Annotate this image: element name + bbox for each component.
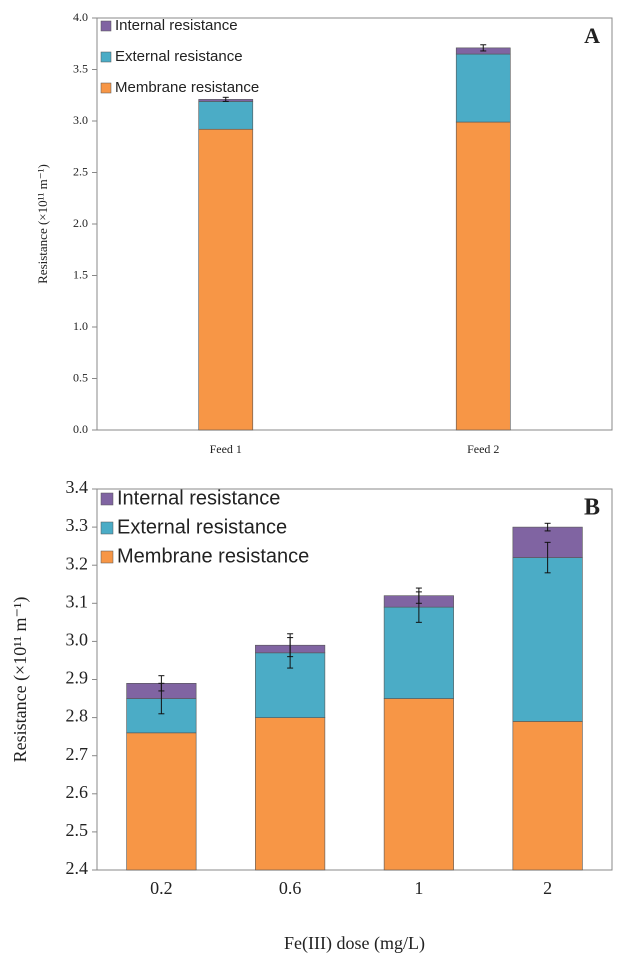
y-tick-label: 2.9 — [66, 668, 89, 688]
bar-segment — [512, 557, 583, 722]
bar-segment — [198, 128, 254, 431]
bar-segment — [255, 717, 326, 871]
y-tick-label: 3.2 — [66, 553, 89, 573]
legend-swatch — [100, 492, 114, 506]
y-axis-label: Resistance (×10¹¹ m⁻¹) — [35, 164, 50, 284]
panel-label: A — [584, 23, 600, 48]
y-tick-label: 3.4 — [66, 477, 89, 497]
panel-label: B — [584, 495, 600, 521]
y-tick-label: 2.6 — [66, 782, 89, 802]
x-tick-label: Feed 2 — [467, 442, 499, 456]
bar-segment — [455, 121, 511, 431]
legend-swatch — [100, 82, 112, 94]
y-tick-label: 1.0 — [73, 319, 88, 333]
x-tick-label: Feed 1 — [210, 442, 242, 456]
legend-label: Internal resistance — [117, 487, 280, 509]
legend-label: External resistance — [117, 516, 287, 538]
bar-segment — [512, 721, 583, 871]
legend-swatch — [100, 550, 114, 564]
y-tick-label: 0.5 — [73, 370, 88, 384]
x-tick-label: 0.6 — [279, 878, 302, 898]
y-tick-label: 2.4 — [66, 858, 89, 878]
x-tick-label: 0.2 — [150, 878, 173, 898]
legend-swatch — [100, 521, 114, 535]
legend-swatch — [100, 51, 112, 63]
bar-segment — [383, 698, 454, 871]
x-axis-label: Fe(III) dose (mg/L) — [284, 933, 425, 954]
y-tick-label: 2.5 — [66, 820, 89, 840]
y-tick-label: 4.0 — [73, 10, 88, 24]
legend-label: External resistance — [115, 48, 243, 65]
y-tick-label: 2.8 — [66, 706, 89, 726]
legend-swatch — [100, 20, 112, 32]
legend-label: Membrane resistance — [115, 79, 259, 96]
y-tick-label: 2.7 — [66, 744, 89, 764]
bar-segment — [126, 732, 197, 871]
y-tick-label: 1.5 — [73, 267, 88, 281]
legend-label: Membrane resistance — [117, 545, 309, 567]
y-tick-label: 3.0 — [66, 630, 89, 650]
y-tick-label: 2.5 — [73, 164, 88, 178]
y-tick-label: 3.5 — [73, 61, 88, 75]
bar-segment — [455, 53, 511, 123]
y-tick-label: 0.0 — [73, 422, 88, 436]
y-axis-label: Resistance (×10¹¹ m⁻¹) — [10, 597, 31, 763]
y-tick-label: 3.3 — [66, 515, 89, 535]
x-tick-label: 2 — [543, 878, 552, 898]
y-tick-label: 3.0 — [73, 113, 88, 127]
x-tick-label: 1 — [414, 878, 423, 898]
legend-label: Internal resistance — [115, 17, 238, 34]
bar-segment — [198, 101, 254, 130]
y-tick-label: 3.1 — [66, 591, 89, 611]
y-tick-label: 2.0 — [73, 216, 88, 230]
